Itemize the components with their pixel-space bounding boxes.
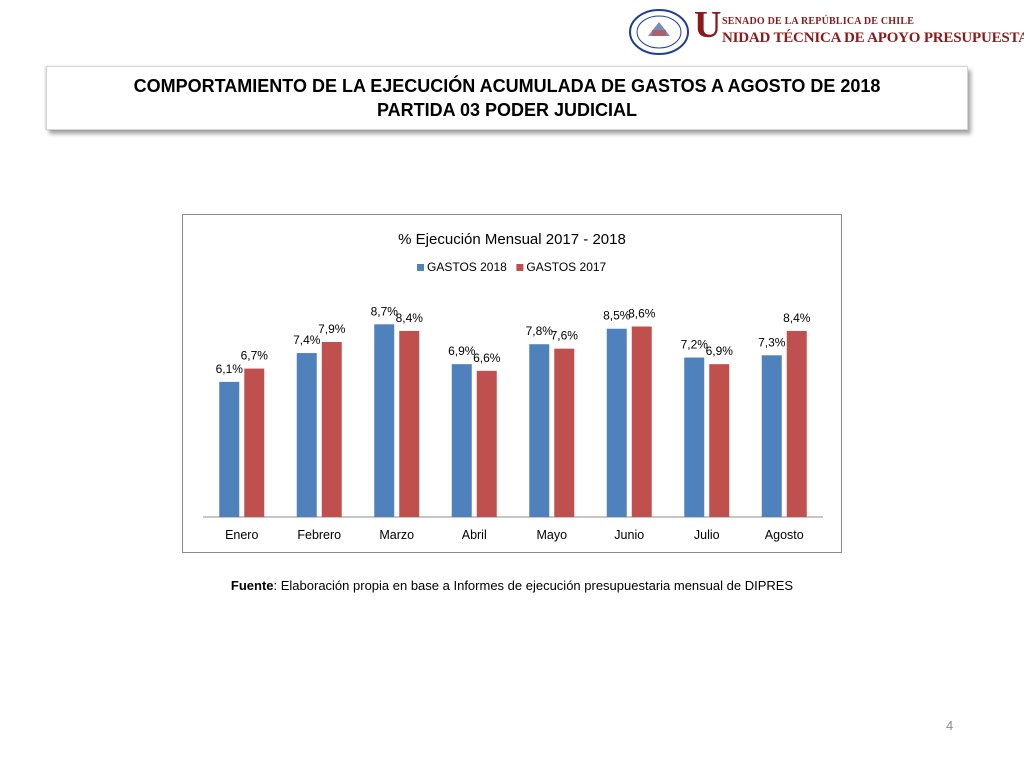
data-label: 7,8% — [526, 324, 554, 338]
data-label: 8,6% — [628, 307, 656, 321]
source-note: Fuente: Elaboración propia en base a Inf… — [0, 578, 1024, 593]
data-label: 8,7% — [371, 304, 399, 318]
bar — [606, 328, 627, 517]
bar-chart: % Ejecución Mensual 2017 - 2018 GASTOS 20… — [203, 231, 823, 542]
legend-label: GASTOS 2017 — [526, 260, 606, 274]
logo-unit-text: NIDAD TÉCNICA DE APOYO PRESUPUESTARIO — [722, 30, 1024, 46]
x-tick-label: Marzo — [379, 528, 414, 542]
data-label: 6,9% — [706, 344, 734, 358]
bar — [761, 355, 782, 517]
bar — [476, 370, 497, 517]
data-label: 6,1% — [216, 362, 244, 376]
bar — [631, 326, 652, 517]
data-label: 8,5% — [603, 309, 631, 323]
page-subtitle: PARTIDA 03 PODER JUDICIAL — [376, 100, 638, 120]
bar — [296, 353, 317, 517]
bar — [684, 357, 705, 517]
senado-seal-icon — [629, 9, 689, 55]
data-label: 6,6% — [473, 351, 501, 365]
data-label: 7,9% — [318, 322, 346, 336]
bar — [709, 364, 730, 517]
bar — [244, 368, 265, 517]
x-tick-label: Agosto — [765, 528, 804, 542]
bar — [219, 381, 240, 517]
data-label: 8,4% — [783, 311, 811, 325]
legend-swatch — [417, 264, 424, 271]
x-tick-label: Julio — [694, 528, 720, 542]
source-text: : Elaboración propia en base a Informes … — [273, 578, 794, 593]
bar — [554, 348, 575, 517]
logo-initial: U — [694, 4, 722, 46]
bar — [451, 364, 472, 517]
bar — [399, 330, 420, 517]
logo-senado-text: SENADO DE LA REPÚBLICA DE CHILE — [722, 16, 915, 27]
x-tick-label: Febrero — [297, 528, 341, 542]
data-label: 7,2% — [681, 338, 709, 352]
x-tick-label: Abril — [462, 528, 487, 542]
header-logo: U SENADO DE LA REPÚBLICA DE CHILE NIDAD … — [628, 4, 1024, 58]
page-number: 4 — [946, 718, 954, 733]
bar — [786, 330, 807, 517]
data-label: 7,4% — [293, 333, 321, 347]
data-label: 6,7% — [241, 349, 269, 363]
data-label: 7,3% — [758, 335, 786, 349]
legend-label: GASTOS 2018 — [427, 260, 507, 274]
legend-swatch — [516, 264, 524, 271]
source-label: Fuente — [230, 578, 274, 593]
x-tick-label: Enero — [225, 528, 258, 542]
x-tick-label: Mayo — [536, 528, 567, 542]
data-label: 7,6% — [551, 329, 579, 343]
page-title: COMPORTAMIENTO DE LA EJECUCIÓN ACUMULADA… — [133, 76, 881, 96]
chart-frame: % Ejecución Mensual 2017 - 2018 GASTOS 20… — [182, 214, 842, 553]
bar — [374, 324, 395, 517]
title-box: COMPORTAMIENTO DE LA EJECUCIÓN ACUMULADA… — [46, 66, 968, 130]
bar — [321, 342, 342, 517]
bar — [529, 344, 550, 517]
data-label: 8,4% — [396, 311, 424, 325]
chart-title: % Ejecución Mensual 2017 - 2018 — [398, 231, 626, 248]
data-label: 6,9% — [448, 344, 476, 358]
x-tick-label: Junio — [614, 528, 644, 542]
